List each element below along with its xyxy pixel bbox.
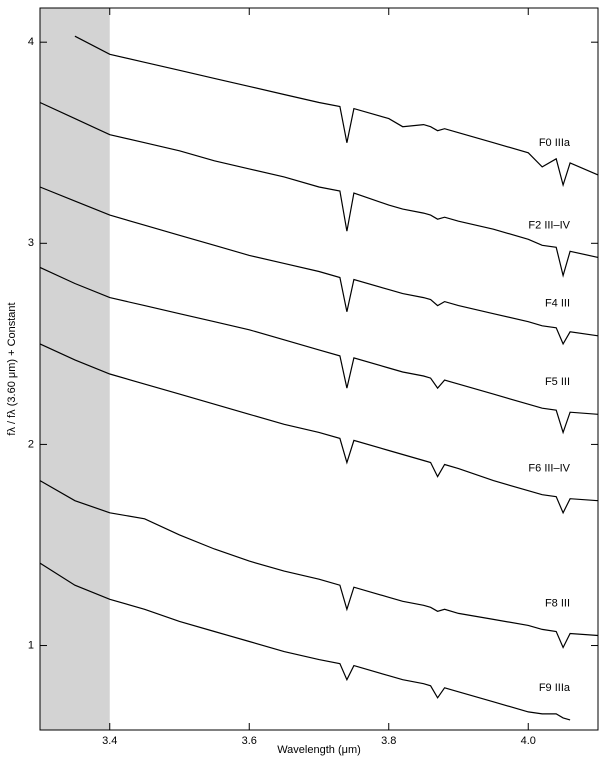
x-axis-label: Wavelength (μm) — [277, 744, 361, 756]
series-label: F9 IIIa — [539, 682, 571, 694]
y-tick-label: 2 — [28, 438, 34, 450]
spectrum-line — [39, 186, 599, 346]
series-label: F5 III — [545, 376, 570, 388]
y-axis-label: fλ / fλ (3.60 μm) + Constant — [6, 302, 18, 435]
plot-frame — [39, 7, 599, 731]
spectrum-line — [74, 35, 599, 188]
x-tick-label: 3.8 — [381, 735, 396, 747]
series-label: F0 IIIa — [539, 137, 571, 149]
spectrum-line — [39, 266, 599, 435]
y-tick-label: 1 — [28, 639, 34, 651]
x-tick-label: 3.6 — [242, 735, 257, 747]
series-label: F2 III–IV — [528, 219, 570, 231]
shaded-region — [40, 8, 110, 730]
series-label: F4 III — [545, 298, 570, 310]
spectrum-line — [39, 343, 599, 515]
spectrum-line — [39, 101, 599, 278]
spectrum-line — [39, 562, 571, 721]
series-label: F8 III — [545, 597, 570, 609]
spectrum-line — [39, 480, 599, 649]
x-tick-label: 4.0 — [521, 735, 536, 747]
series-label: F6 III–IV — [528, 463, 570, 475]
y-tick-label: 3 — [28, 237, 34, 249]
x-tick-label: 3.4 — [102, 735, 117, 747]
y-tick-label: 4 — [28, 36, 34, 48]
